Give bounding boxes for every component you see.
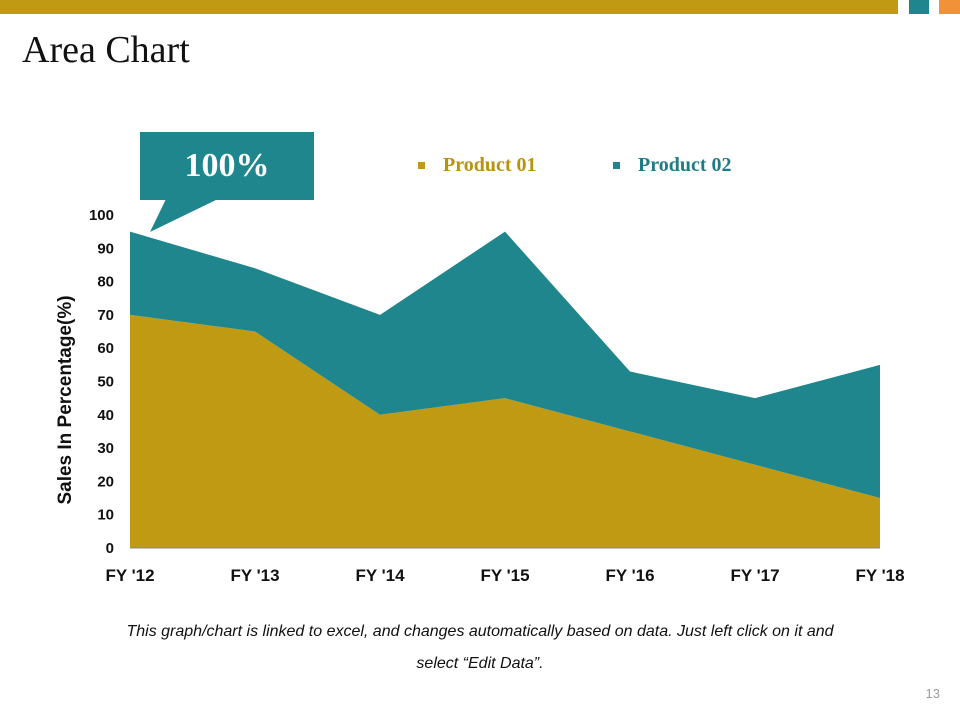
x-tick-label: FY '15 xyxy=(480,566,529,585)
y-tick-label: 0 xyxy=(106,540,114,557)
legend-label-product-02: Product 02 xyxy=(638,153,732,176)
legend-marker-product-01 xyxy=(418,161,425,169)
x-tick-label: FY '14 xyxy=(355,566,405,585)
top-accent-bar xyxy=(0,0,898,14)
corner-square-orange xyxy=(939,0,960,14)
callout-value: 100% xyxy=(184,147,270,184)
y-tick-label: 80 xyxy=(97,274,114,291)
y-tick-label: 100 xyxy=(89,207,114,224)
y-tick-label: 70 xyxy=(97,307,114,324)
legend-item-product-01[interactable]: Product 01 xyxy=(418,153,537,177)
y-tick-label: 30 xyxy=(97,440,114,457)
x-tick-label: FY '13 xyxy=(230,566,279,585)
x-tick-label: FY '12 xyxy=(105,566,154,585)
page-number: 13 xyxy=(925,686,940,701)
area-series-2[interactable] xyxy=(130,231,880,499)
y-tick-label: 50 xyxy=(97,374,114,391)
y-axis-ticks: 0 10 20 30 40 50 60 70 80 90 100 xyxy=(89,207,114,557)
y-tick-label: 60 xyxy=(97,340,114,357)
y-axis-title: Sales In Percentage(%) xyxy=(55,295,76,504)
legend-item-product-02[interactable]: Product 02 xyxy=(613,153,732,177)
y-tick-label: 20 xyxy=(97,473,114,490)
footnote-line-1: This graph/chart is linked to excel, and… xyxy=(126,623,834,640)
y-tick-label: 90 xyxy=(97,240,114,257)
legend-marker-product-02 xyxy=(613,161,620,169)
x-tick-label: FY '17 xyxy=(730,566,779,585)
y-tick-label: 10 xyxy=(97,507,114,524)
legend-label-product-01: Product 01 xyxy=(443,153,537,176)
x-tick-label: FY '16 xyxy=(605,566,654,585)
corner-square-teal xyxy=(909,0,929,14)
x-tick-label: FY '18 xyxy=(855,566,904,585)
slide-title: Area Chart xyxy=(22,29,190,71)
footnote-line-2: select “Edit Data”. xyxy=(416,655,544,672)
x-axis-ticks: FY '12 FY '13 FY '14 FY '15 FY '16 FY '17 FY '… xyxy=(105,566,904,585)
y-tick-label: 40 xyxy=(97,407,114,424)
callout-box xyxy=(140,132,314,200)
area-layer xyxy=(130,231,880,548)
footnote: This graph/chart is linked to excel, and… xyxy=(40,616,920,680)
